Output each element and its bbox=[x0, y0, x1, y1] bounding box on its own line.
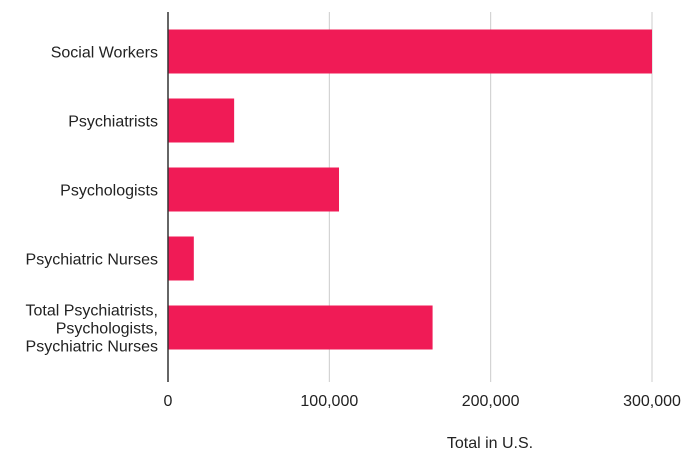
category-label: Psychiatric Nurses bbox=[26, 252, 158, 269]
category-label: Psychiatrists bbox=[68, 114, 158, 131]
bar bbox=[168, 236, 194, 281]
category-label: Psychologists, bbox=[56, 321, 158, 338]
x-tick-label: 300,000 bbox=[623, 393, 681, 410]
x-axis-title: Total in U.S. bbox=[447, 435, 533, 452]
x-tick-label: 0 bbox=[164, 393, 173, 410]
tick-labels: 0 100,000 200,000 300,000 bbox=[164, 393, 681, 410]
category-label: Psychiatric Nurses bbox=[26, 339, 158, 356]
bar bbox=[168, 305, 433, 350]
category-label: Psychologists bbox=[60, 183, 158, 200]
bar bbox=[168, 29, 652, 74]
category-labels: Social Workers Psychiatrists Psychologists… bbox=[26, 45, 158, 356]
x-tick-label: 200,000 bbox=[462, 393, 520, 410]
bar bbox=[168, 167, 340, 212]
category-label: Social Workers bbox=[51, 45, 158, 62]
bars bbox=[168, 29, 652, 350]
category-label: Total Psychiatrists, bbox=[26, 303, 158, 320]
x-tick-label: 100,000 bbox=[300, 393, 358, 410]
bar bbox=[168, 98, 235, 143]
